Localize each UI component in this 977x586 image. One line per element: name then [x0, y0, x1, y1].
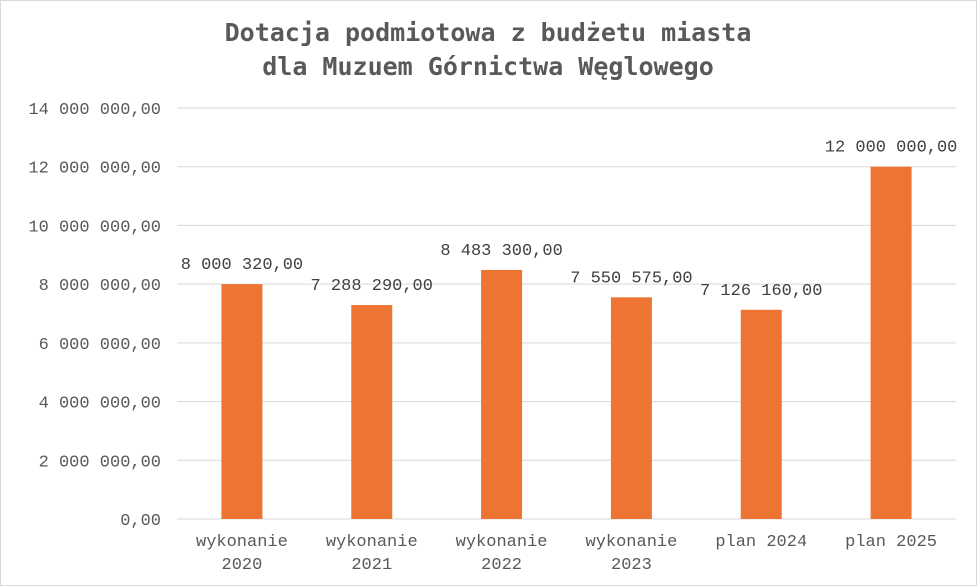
data-labels: 8 000 320,00 7 288 290,00 8 483 300,00 7 55…: [181, 139, 958, 301]
bar: [610, 297, 652, 519]
category-label: plan 2025: [845, 533, 937, 552]
data-label: 7 550 575,00: [570, 269, 692, 288]
category-label: wykonanie: [326, 533, 418, 552]
y-tick-label: 12 000 000,00: [28, 160, 161, 179]
chart-title: Dotacja podmiotowa z budżetu miasta dla M…: [225, 18, 752, 81]
y-tick-label: 4 000 000,00: [39, 395, 161, 414]
category-label: 2020: [222, 556, 263, 575]
bar: [351, 305, 393, 519]
bar: [221, 284, 263, 519]
category-label: 2022: [481, 556, 522, 575]
category-label: wykonanie: [586, 533, 678, 552]
x-axis-category-labels: wykonanie 2020 wykonanie 2021 wykonanie 2022 w…: [196, 533, 937, 575]
y-tick-label: 2 000 000,00: [39, 453, 161, 472]
data-label: 7 288 290,00: [311, 277, 433, 296]
category-label: 2021: [351, 556, 392, 575]
category-label: plan 2024: [715, 533, 807, 552]
chart-title-line-2: dla Muzuem Górnictwa Węglowego: [262, 52, 714, 81]
y-axis-tick-labels: 0,00 2 000 000,00 4 000 000,00 6 000 000,00…: [28, 101, 161, 531]
data-label: 7 126 160,00: [700, 282, 822, 301]
category-label: wykonanie: [196, 533, 288, 552]
y-tick-label: 0,00: [120, 512, 161, 531]
gridlines: [177, 107, 956, 520]
category-label: 2023: [611, 556, 652, 575]
data-label: 8 000 320,00: [181, 256, 303, 275]
bar: [870, 166, 912, 519]
y-tick-label: 10 000 000,00: [28, 218, 161, 237]
y-tick-label: 8 000 000,00: [39, 277, 161, 296]
bar: [740, 309, 782, 519]
bar: [481, 269, 523, 519]
y-tick-label: 14 000 000,00: [28, 101, 161, 120]
chart-title-line-1: Dotacja podmiotowa z budżetu miasta: [225, 18, 752, 47]
category-label: wykonanie: [456, 533, 548, 552]
data-label: 8 483 300,00: [440, 242, 562, 261]
bars: [221, 166, 912, 519]
data-label: 12 000 000,00: [825, 139, 958, 158]
y-tick-label: 6 000 000,00: [39, 336, 161, 355]
